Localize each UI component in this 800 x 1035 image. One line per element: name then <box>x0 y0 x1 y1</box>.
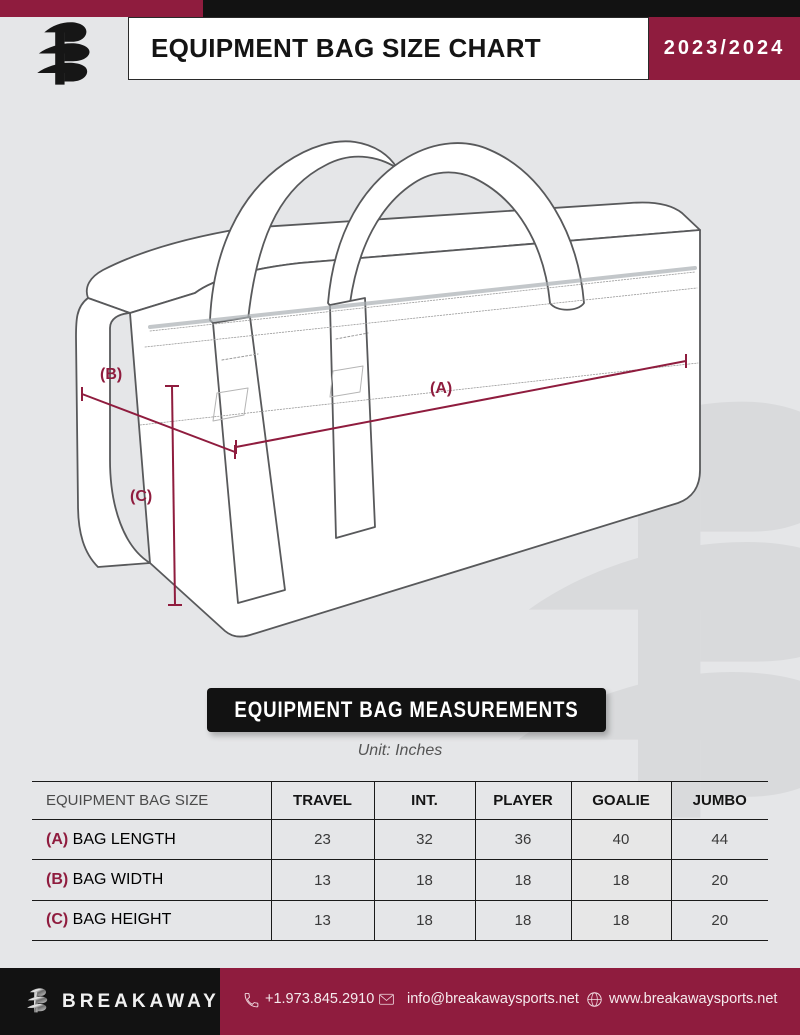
svg-text:(C): (C) <box>130 488 152 505</box>
svg-text:(A): (A) <box>430 380 452 397</box>
svg-text:(B): (B) <box>100 366 122 383</box>
